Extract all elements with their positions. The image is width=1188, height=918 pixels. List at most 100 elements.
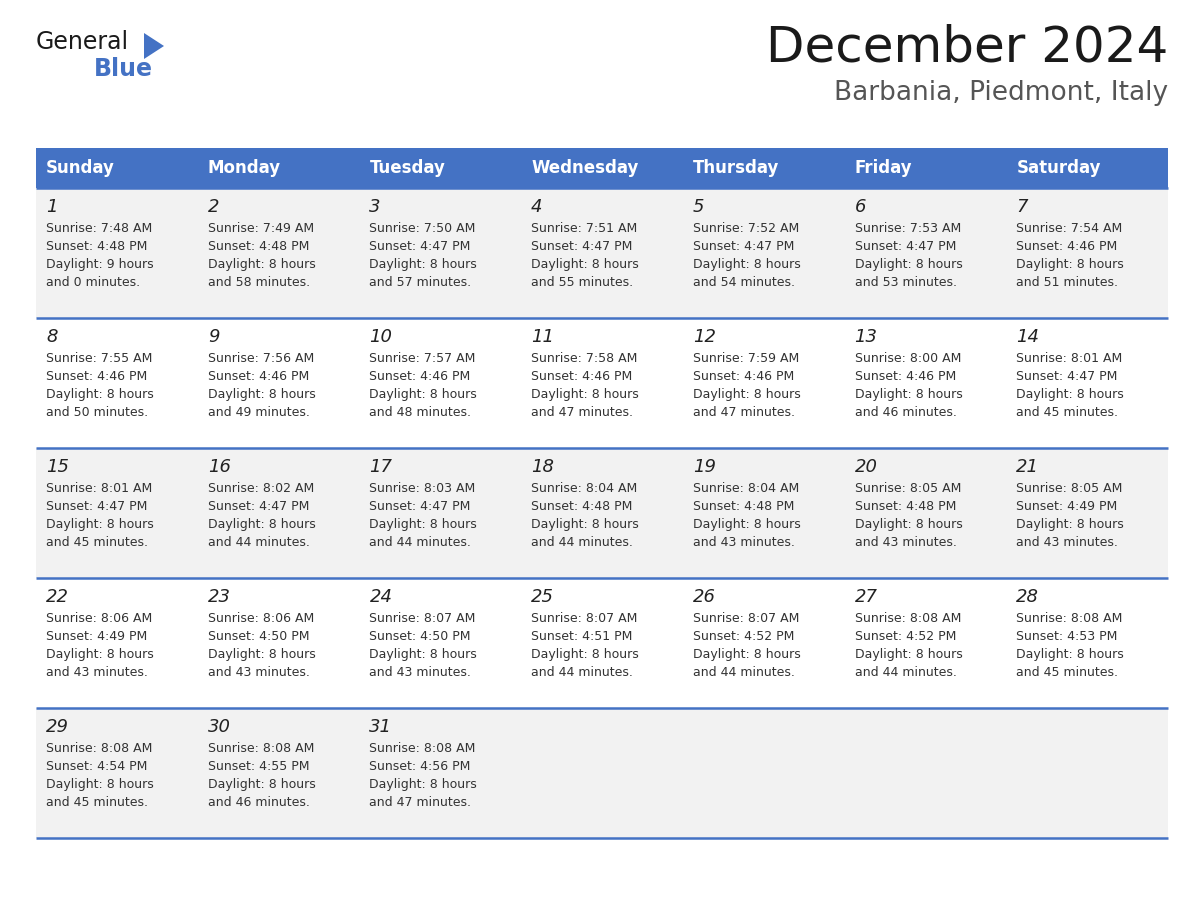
Text: 26: 26 <box>693 588 716 606</box>
Text: Sunset: 4:48 PM: Sunset: 4:48 PM <box>46 240 147 253</box>
Text: and 43 minutes.: and 43 minutes. <box>854 536 956 549</box>
Text: and 43 minutes.: and 43 minutes. <box>208 666 310 679</box>
Text: Sunrise: 8:08 AM: Sunrise: 8:08 AM <box>1016 612 1123 625</box>
Text: December 2024: December 2024 <box>766 23 1168 71</box>
Text: Sunrise: 8:08 AM: Sunrise: 8:08 AM <box>46 742 152 755</box>
Polygon shape <box>144 33 164 59</box>
Text: and 49 minutes.: and 49 minutes. <box>208 406 310 419</box>
Text: Friday: Friday <box>854 159 912 177</box>
Text: Monday: Monday <box>208 159 280 177</box>
Text: Daylight: 8 hours: Daylight: 8 hours <box>208 388 316 401</box>
Text: Sunset: 4:46 PM: Sunset: 4:46 PM <box>854 370 956 383</box>
Text: Sunset: 4:48 PM: Sunset: 4:48 PM <box>693 500 795 513</box>
Text: Sunset: 4:56 PM: Sunset: 4:56 PM <box>369 760 470 773</box>
Text: and 0 minutes.: and 0 minutes. <box>46 276 140 289</box>
Text: and 43 minutes.: and 43 minutes. <box>369 666 472 679</box>
Text: Daylight: 8 hours: Daylight: 8 hours <box>46 648 153 661</box>
Text: and 45 minutes.: and 45 minutes. <box>46 796 148 809</box>
Text: 11: 11 <box>531 328 554 346</box>
Text: Sunrise: 8:02 AM: Sunrise: 8:02 AM <box>208 482 314 495</box>
Text: and 57 minutes.: and 57 minutes. <box>369 276 472 289</box>
Text: Daylight: 8 hours: Daylight: 8 hours <box>46 518 153 531</box>
Text: and 44 minutes.: and 44 minutes. <box>208 536 310 549</box>
Text: Sunrise: 7:56 AM: Sunrise: 7:56 AM <box>208 352 314 365</box>
Text: and 48 minutes.: and 48 minutes. <box>369 406 472 419</box>
Text: Sunrise: 7:50 AM: Sunrise: 7:50 AM <box>369 222 476 235</box>
Text: Thursday: Thursday <box>693 159 779 177</box>
Text: 17: 17 <box>369 458 392 476</box>
Text: Sunset: 4:46 PM: Sunset: 4:46 PM <box>208 370 309 383</box>
Text: 6: 6 <box>854 198 866 216</box>
Text: and 50 minutes.: and 50 minutes. <box>46 406 148 419</box>
Text: 29: 29 <box>46 718 69 736</box>
Text: Daylight: 8 hours: Daylight: 8 hours <box>1016 518 1124 531</box>
Text: Sunrise: 8:01 AM: Sunrise: 8:01 AM <box>1016 352 1123 365</box>
Text: Sunset: 4:48 PM: Sunset: 4:48 PM <box>208 240 309 253</box>
Text: Daylight: 9 hours: Daylight: 9 hours <box>46 258 153 271</box>
Text: Sunset: 4:54 PM: Sunset: 4:54 PM <box>46 760 147 773</box>
Text: Sunset: 4:47 PM: Sunset: 4:47 PM <box>46 500 147 513</box>
Text: 9: 9 <box>208 328 220 346</box>
Text: Daylight: 8 hours: Daylight: 8 hours <box>208 518 316 531</box>
Text: and 44 minutes.: and 44 minutes. <box>531 666 633 679</box>
Text: 14: 14 <box>1016 328 1040 346</box>
Text: Daylight: 8 hours: Daylight: 8 hours <box>1016 258 1124 271</box>
Text: 24: 24 <box>369 588 392 606</box>
Text: Sunset: 4:47 PM: Sunset: 4:47 PM <box>531 240 632 253</box>
Text: Daylight: 8 hours: Daylight: 8 hours <box>46 778 153 791</box>
Text: and 54 minutes.: and 54 minutes. <box>693 276 795 289</box>
Text: and 51 minutes.: and 51 minutes. <box>1016 276 1118 289</box>
Text: Sunday: Sunday <box>46 159 115 177</box>
Text: Sunset: 4:53 PM: Sunset: 4:53 PM <box>1016 630 1118 643</box>
Text: Sunrise: 8:05 AM: Sunrise: 8:05 AM <box>1016 482 1123 495</box>
Text: Sunset: 4:47 PM: Sunset: 4:47 PM <box>369 240 470 253</box>
Text: Sunset: 4:46 PM: Sunset: 4:46 PM <box>1016 240 1118 253</box>
Text: 8: 8 <box>46 328 57 346</box>
Text: Daylight: 8 hours: Daylight: 8 hours <box>46 388 153 401</box>
Text: Sunrise: 8:01 AM: Sunrise: 8:01 AM <box>46 482 152 495</box>
Text: Daylight: 8 hours: Daylight: 8 hours <box>693 388 801 401</box>
Text: 28: 28 <box>1016 588 1040 606</box>
Text: Saturday: Saturday <box>1016 159 1101 177</box>
Text: Sunrise: 7:51 AM: Sunrise: 7:51 AM <box>531 222 638 235</box>
Text: and 47 minutes.: and 47 minutes. <box>369 796 472 809</box>
Text: Daylight: 8 hours: Daylight: 8 hours <box>1016 388 1124 401</box>
Text: Sunset: 4:50 PM: Sunset: 4:50 PM <box>369 630 470 643</box>
Text: Daylight: 8 hours: Daylight: 8 hours <box>854 258 962 271</box>
Text: 21: 21 <box>1016 458 1040 476</box>
Text: Daylight: 8 hours: Daylight: 8 hours <box>854 388 962 401</box>
Text: 22: 22 <box>46 588 69 606</box>
Text: Sunset: 4:51 PM: Sunset: 4:51 PM <box>531 630 632 643</box>
Text: Sunset: 4:48 PM: Sunset: 4:48 PM <box>531 500 632 513</box>
Text: 13: 13 <box>854 328 878 346</box>
Text: Sunset: 4:49 PM: Sunset: 4:49 PM <box>1016 500 1118 513</box>
Text: 19: 19 <box>693 458 716 476</box>
Text: Sunrise: 8:08 AM: Sunrise: 8:08 AM <box>208 742 314 755</box>
Text: 18: 18 <box>531 458 554 476</box>
Text: 30: 30 <box>208 718 230 736</box>
Text: and 43 minutes.: and 43 minutes. <box>1016 536 1118 549</box>
Text: Wednesday: Wednesday <box>531 159 638 177</box>
Text: Sunrise: 8:08 AM: Sunrise: 8:08 AM <box>854 612 961 625</box>
Text: Sunset: 4:55 PM: Sunset: 4:55 PM <box>208 760 309 773</box>
Text: Daylight: 8 hours: Daylight: 8 hours <box>693 648 801 661</box>
Text: Daylight: 8 hours: Daylight: 8 hours <box>854 518 962 531</box>
Text: Sunset: 4:46 PM: Sunset: 4:46 PM <box>46 370 147 383</box>
Text: Sunset: 4:46 PM: Sunset: 4:46 PM <box>369 370 470 383</box>
Text: and 45 minutes.: and 45 minutes. <box>1016 666 1118 679</box>
Text: Sunrise: 7:53 AM: Sunrise: 7:53 AM <box>854 222 961 235</box>
Text: and 43 minutes.: and 43 minutes. <box>693 536 795 549</box>
Text: Daylight: 8 hours: Daylight: 8 hours <box>854 648 962 661</box>
Text: Sunrise: 7:48 AM: Sunrise: 7:48 AM <box>46 222 152 235</box>
Text: Sunset: 4:52 PM: Sunset: 4:52 PM <box>693 630 795 643</box>
Text: Sunset: 4:49 PM: Sunset: 4:49 PM <box>46 630 147 643</box>
Text: Sunrise: 8:07 AM: Sunrise: 8:07 AM <box>693 612 800 625</box>
Bar <box>36 448 1168 578</box>
Text: Daylight: 8 hours: Daylight: 8 hours <box>208 258 316 271</box>
Text: Sunset: 4:47 PM: Sunset: 4:47 PM <box>854 240 956 253</box>
Text: Sunrise: 8:04 AM: Sunrise: 8:04 AM <box>531 482 638 495</box>
Text: Sunset: 4:47 PM: Sunset: 4:47 PM <box>369 500 470 513</box>
Text: Sunrise: 7:58 AM: Sunrise: 7:58 AM <box>531 352 638 365</box>
Text: 3: 3 <box>369 198 381 216</box>
Text: Sunrise: 8:04 AM: Sunrise: 8:04 AM <box>693 482 800 495</box>
